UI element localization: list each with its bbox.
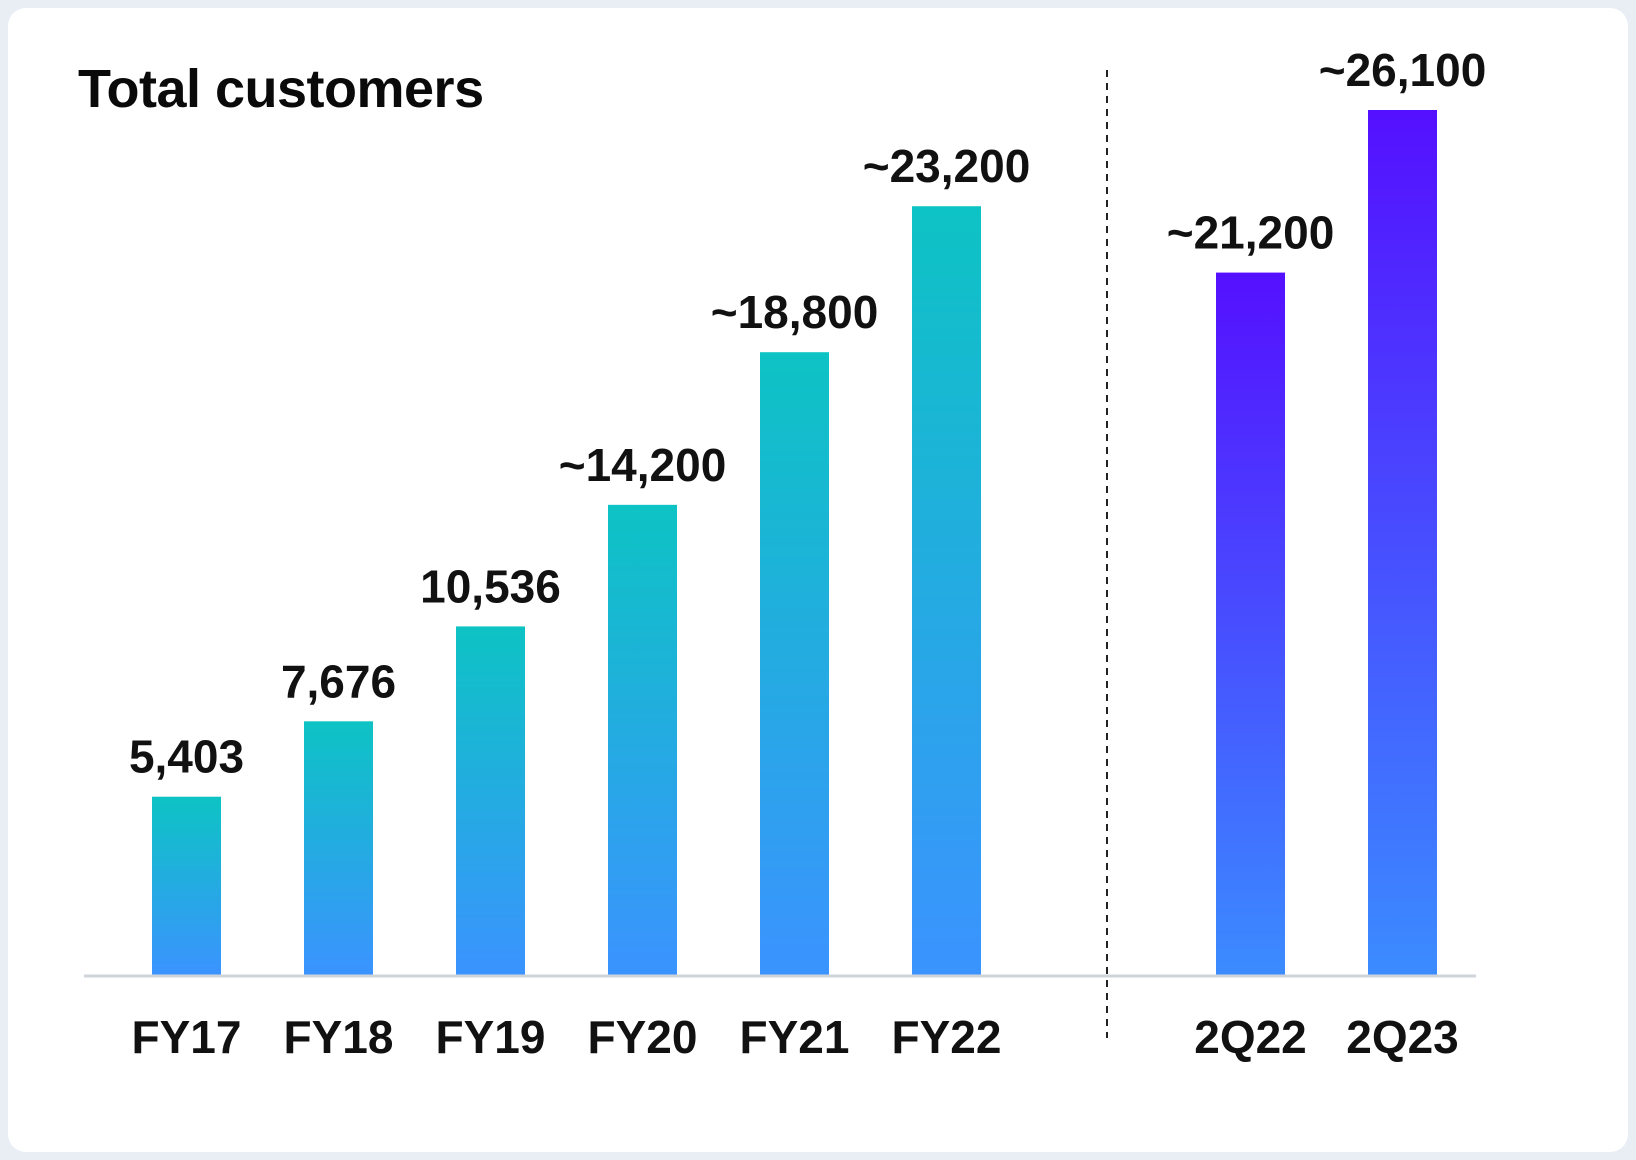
bar-2q22 — [1216, 272, 1285, 976]
tick-label-fy20: FY20 — [588, 1011, 698, 1063]
bar-fy18 — [304, 721, 373, 976]
tick-label-fy22: FY22 — [892, 1011, 1002, 1063]
bar-fy21 — [760, 352, 829, 976]
bar-fy22 — [912, 206, 981, 976]
data-label-2q22: ~21,200 — [1167, 207, 1335, 259]
tick-label-fy18: FY18 — [284, 1011, 394, 1063]
data-label-fy20: ~14,200 — [559, 439, 727, 491]
chart-title: Total customers — [78, 59, 484, 119]
tick-label-fy19: FY19 — [436, 1011, 546, 1063]
bar-2q23 — [1368, 110, 1437, 976]
data-label-fy19: 10,536 — [420, 560, 561, 612]
bar-fy17 — [152, 796, 221, 976]
tick-label-fy17: FY17 — [132, 1011, 242, 1063]
bar-fy20 — [608, 504, 677, 976]
chart-card: Total customers 5,403 FY17 7,676 FY18 10,536… — [8, 8, 1628, 1152]
tick-label-2q22: 2Q22 — [1194, 1011, 1307, 1063]
bar-fy19 — [456, 626, 525, 976]
bar-chart: 5,403 FY17 7,676 FY18 10,536 FY19 ~14,200 FY20 ~… — [84, 44, 1487, 1063]
tick-label-2q23: 2Q23 — [1346, 1011, 1459, 1063]
data-label-2q23: ~26,100 — [1319, 44, 1487, 96]
data-label-fy22: ~23,200 — [863, 140, 1031, 192]
data-label-fy21: ~18,800 — [711, 286, 879, 338]
data-label-fy18: 7,676 — [281, 655, 396, 707]
tick-label-fy21: FY21 — [740, 1011, 850, 1063]
data-label-fy17: 5,403 — [129, 731, 244, 783]
